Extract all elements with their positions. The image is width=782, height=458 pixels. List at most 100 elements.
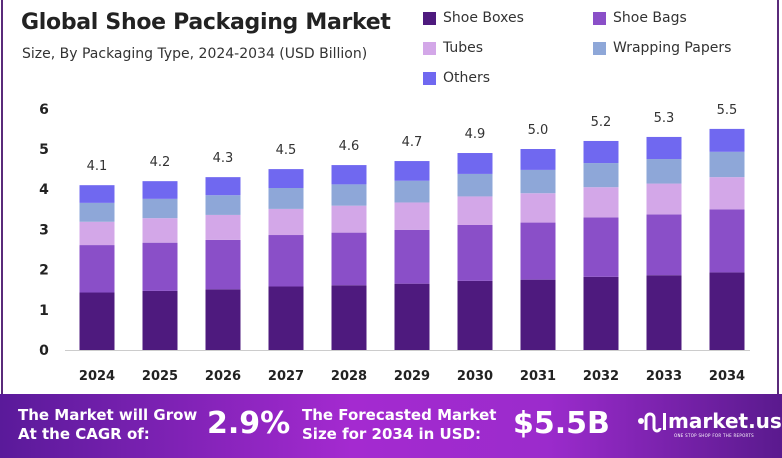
bar-segment [520,279,556,350]
bar-segment [205,289,241,350]
bar-segment [394,229,430,284]
bar-segment [205,239,241,290]
bar-segment [79,221,115,246]
bar-segment [646,275,682,350]
legend-label: Others [443,70,491,86]
bar-segment [268,187,304,209]
bar-segment [457,224,493,281]
legend-label: Tubes [443,40,484,56]
forecast-label: The Forecasted Market Size for 2034 in U… [302,406,496,444]
bar-segment [709,272,745,350]
bar-segment [205,177,241,196]
bar-segment [331,205,367,233]
total-label: 4.3 [213,151,234,166]
y-tick-label: 3 [39,222,49,238]
y-tick-label: 4 [39,182,49,198]
bar-segment [709,177,745,210]
bar-segment [142,181,178,199]
bar-segment [646,214,682,276]
total-label: 4.7 [402,135,423,150]
total-label: 4.1 [87,159,108,174]
legend-swatch [423,71,436,85]
total-label: 4.6 [339,139,360,154]
x-tick-label: 2028 [331,369,367,384]
bar-segment [583,217,619,277]
bar-segment [142,242,178,291]
market-us-logo: market.us ONE STOP SHOP FOR THE REPORTS [636,408,782,438]
bar-segment [268,208,304,236]
summary-banner: The Market will Grow At the CAGR of: 2.9… [0,394,782,458]
bar-segment [331,165,367,185]
logo-tagline: ONE STOP SHOP FOR THE REPORTS [674,433,754,438]
bar-segment [205,195,241,215]
chart-title: Global Shoe Packaging Market [21,10,391,35]
total-label: 4.9 [465,127,486,142]
total-label: 4.5 [276,143,297,158]
total-label: 5.2 [591,115,612,130]
chart-frame [1,0,779,394]
legend-item: Wrapping Papers [593,40,731,56]
bar-segment [79,292,115,350]
legend-swatch [423,11,436,25]
bar-segment [646,159,682,184]
cagr-value: 2.9% [207,406,291,441]
bar-segment [520,149,556,170]
bar-segment [79,202,115,222]
bar-segment [268,286,304,350]
legend-label: Shoe Bags [613,10,687,26]
bar-segment [268,169,304,188]
bar-segment [205,214,241,240]
total-label: 4.2 [150,155,171,170]
x-tick-label: 2024 [79,369,115,384]
cagr-label: The Market will Grow At the CAGR of: [18,406,197,444]
cagr-label-line-2: At the CAGR of: [18,425,150,443]
bar-segment [331,232,367,286]
bar-segment [520,193,556,223]
logo-icon [638,412,666,433]
x-tick-label: 2027 [268,369,304,384]
x-tick-label: 2033 [646,369,682,384]
bar-segment [331,184,367,206]
x-tick-label: 2029 [394,369,430,384]
bar-segment [520,169,556,194]
x-tick-label: 2032 [583,369,619,384]
total-label: 5.5 [717,103,738,118]
total-label: 5.0 [528,123,549,138]
bar-segment [709,151,745,178]
y-tick-label: 5 [39,142,49,158]
bar-segment [268,235,304,287]
bar-segment [394,283,430,350]
bar-segment [709,209,745,273]
forecast-value: $5.5B [513,406,610,441]
bar-segment [709,128,745,152]
bar-segment [457,196,493,225]
x-tick-label: 2026 [205,369,241,384]
bar-segment [142,290,178,350]
legend-label: Wrapping Papers [613,40,732,56]
legend-swatch [593,11,606,25]
x-tick-label: 2031 [520,369,556,384]
bar-segment [457,153,493,174]
bar-segment [520,222,556,280]
bar-segment [646,183,682,215]
bar-segment [646,136,682,160]
bar-segment [142,218,178,243]
bar-segment [331,285,367,350]
bar-segment [79,185,115,203]
forecast-label-line-2: Size for 2034 in USD: [302,425,481,443]
bar-segment [583,163,619,188]
legend-swatch [593,41,606,55]
legend-item: Others [423,70,490,86]
bar-segment [457,280,493,350]
bar-segment [457,173,493,197]
x-tick-label: 2030 [457,369,493,384]
chart-subtitle: Size, By Packaging Type, 2024-2034 (USD … [22,46,368,62]
y-tick-label: 6 [39,102,49,118]
bar-segment [394,202,430,230]
cagr-label-line-1: The Market will Grow [18,406,198,424]
y-tick-label: 0 [39,343,49,359]
bar-segment [583,187,619,218]
bar-segment [583,276,619,350]
y-tick-label: 2 [39,263,49,279]
x-tick-label: 2025 [142,369,178,384]
